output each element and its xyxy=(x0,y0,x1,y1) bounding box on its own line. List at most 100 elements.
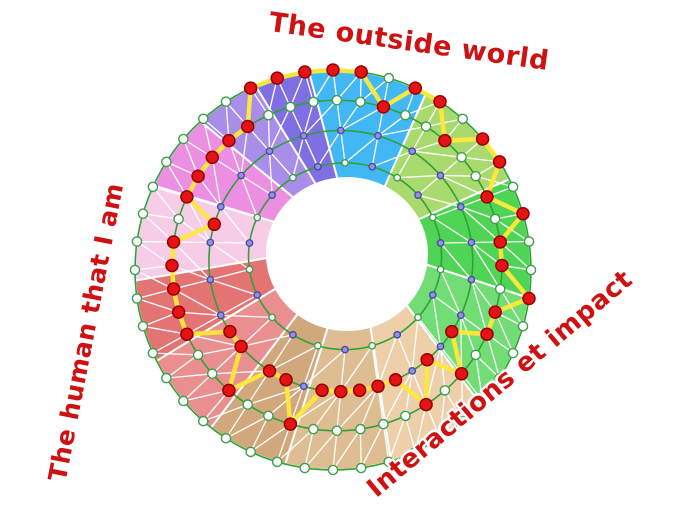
wheel-node[interactable] xyxy=(206,238,215,247)
score-node[interactable] xyxy=(433,94,447,109)
wheel-node[interactable] xyxy=(265,147,274,156)
wheel-node[interactable] xyxy=(331,94,343,106)
score-node[interactable] xyxy=(205,150,220,165)
wheel-node[interactable] xyxy=(206,275,215,284)
wheel-node[interactable] xyxy=(178,395,189,407)
wheel-node[interactable] xyxy=(271,456,283,468)
wheel-node[interactable] xyxy=(494,283,506,295)
score-node[interactable] xyxy=(388,373,403,387)
wheel-node[interactable] xyxy=(245,265,254,274)
wheel-node[interactable] xyxy=(192,349,204,361)
wheel-node[interactable] xyxy=(393,330,402,339)
wheel-node[interactable] xyxy=(308,423,319,435)
wheel-node[interactable] xyxy=(147,181,159,193)
wheel-node[interactable] xyxy=(470,170,482,182)
wheel-node[interactable] xyxy=(436,265,445,274)
wheel-node[interactable] xyxy=(355,462,367,474)
wheel-node[interactable] xyxy=(216,311,225,320)
score-node[interactable] xyxy=(493,235,507,249)
wheel-node[interactable] xyxy=(206,368,218,380)
score-node[interactable] xyxy=(480,190,494,204)
score-node[interactable] xyxy=(371,379,385,394)
wheel-node[interactable] xyxy=(268,191,276,200)
wheel-node[interactable] xyxy=(456,151,467,163)
wheel-node[interactable] xyxy=(428,291,437,299)
score-node[interactable] xyxy=(488,305,502,319)
score-node[interactable] xyxy=(180,327,194,341)
wheel-node[interactable] xyxy=(355,96,366,108)
score-node[interactable] xyxy=(376,100,391,114)
wheel-node[interactable] xyxy=(428,213,437,222)
wheel-node[interactable] xyxy=(439,385,451,396)
score-node[interactable] xyxy=(445,324,459,339)
wheel-node[interactable] xyxy=(523,236,535,247)
score-node[interactable] xyxy=(171,305,186,319)
wheel-node[interactable] xyxy=(457,415,469,427)
wheel-node[interactable] xyxy=(242,399,253,410)
wheel-node[interactable] xyxy=(285,101,296,113)
wheel-node[interactable] xyxy=(253,213,262,222)
wheel-node[interactable] xyxy=(327,464,339,476)
score-node[interactable] xyxy=(262,364,277,378)
score-node[interactable] xyxy=(352,383,367,398)
score-node[interactable] xyxy=(438,133,452,148)
wheel-node[interactable] xyxy=(288,173,297,182)
wheel-node[interactable] xyxy=(341,158,349,167)
score-node[interactable] xyxy=(334,384,348,399)
wheel-node[interactable] xyxy=(467,238,476,247)
wheel-node[interactable] xyxy=(414,191,422,200)
wheel-node[interactable] xyxy=(383,72,395,84)
wheel-node[interactable] xyxy=(245,446,256,458)
score-node[interactable] xyxy=(270,71,284,85)
wheel-node[interactable] xyxy=(299,131,308,140)
wheel-node[interactable] xyxy=(263,109,274,121)
score-node[interactable] xyxy=(222,383,236,398)
wheel-node[interactable] xyxy=(477,395,488,407)
score-node[interactable] xyxy=(495,258,509,273)
wheel-node[interactable] xyxy=(173,213,184,225)
wheel-node[interactable] xyxy=(336,126,345,135)
wheel-node[interactable] xyxy=(331,425,343,437)
score-node[interactable] xyxy=(454,367,469,381)
score-node[interactable] xyxy=(516,206,530,221)
score-node[interactable] xyxy=(354,65,368,79)
score-node[interactable] xyxy=(408,81,423,95)
score-node[interactable] xyxy=(315,383,329,398)
wheel-node[interactable] xyxy=(409,446,421,458)
wheel-node[interactable] xyxy=(341,345,349,354)
wheel-node[interactable] xyxy=(313,341,322,350)
score-node[interactable] xyxy=(298,65,312,79)
wheel-node[interactable] xyxy=(436,239,445,247)
score-node[interactable] xyxy=(234,339,248,354)
wheel-node[interactable] xyxy=(308,96,319,108)
wheel-node[interactable] xyxy=(456,311,465,320)
wheel-node[interactable] xyxy=(197,415,209,427)
wheel-node[interactable] xyxy=(470,349,482,361)
wheel-node[interactable] xyxy=(368,162,377,171)
wheel-node[interactable] xyxy=(253,291,262,299)
wheel-node[interactable] xyxy=(378,418,389,430)
wheel-node[interactable] xyxy=(131,293,143,304)
wheel-node[interactable] xyxy=(408,366,417,375)
wheel-node[interactable] xyxy=(197,113,209,125)
wheel-node[interactable] xyxy=(467,275,476,284)
wheel-node[interactable] xyxy=(355,423,366,435)
wheel-node[interactable] xyxy=(374,131,382,140)
score-node[interactable] xyxy=(240,119,255,134)
score-node[interactable] xyxy=(283,417,298,431)
wheel-node[interactable] xyxy=(237,171,246,180)
wheel-node[interactable] xyxy=(457,113,469,125)
score-node[interactable] xyxy=(475,132,490,146)
score-node[interactable] xyxy=(207,217,222,232)
score-node[interactable] xyxy=(180,190,194,204)
wheel-node[interactable] xyxy=(507,347,519,359)
wheel-node[interactable] xyxy=(393,173,402,182)
wheel-node[interactable] xyxy=(299,462,311,474)
wheel-node[interactable] xyxy=(383,456,395,468)
score-node[interactable] xyxy=(492,155,507,169)
wheel-node[interactable] xyxy=(268,313,276,322)
wheel-node[interactable] xyxy=(137,208,149,219)
wheel-node[interactable] xyxy=(414,313,422,322)
wheel-node[interactable] xyxy=(245,239,254,247)
score-node[interactable] xyxy=(165,258,179,273)
